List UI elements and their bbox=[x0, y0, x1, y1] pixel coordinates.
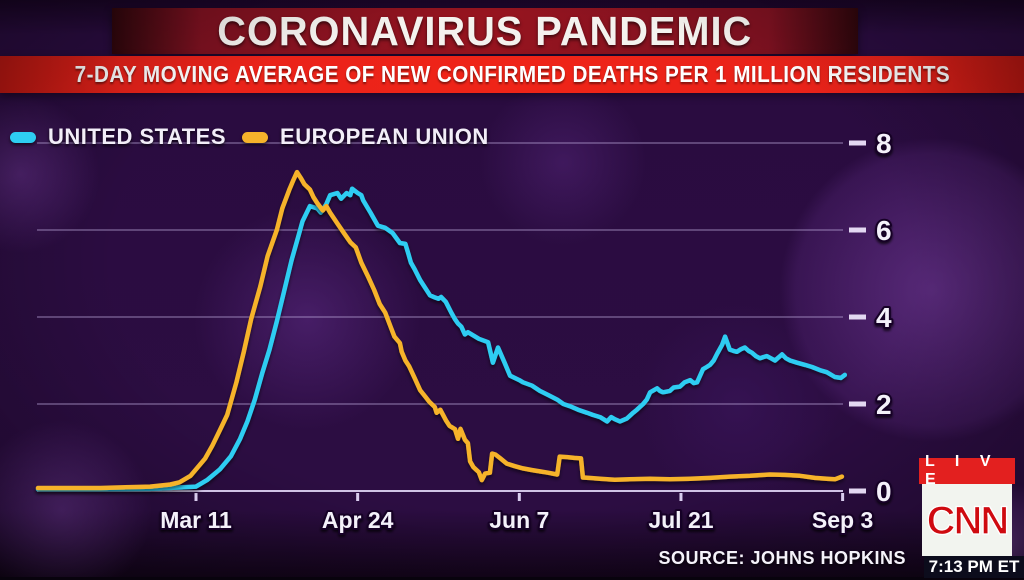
y-axis-label-8: 8 bbox=[876, 128, 892, 159]
x-axis-label-3: Jul 21 bbox=[648, 507, 713, 533]
svg-text:CNN: CNN bbox=[927, 499, 1008, 543]
cnn-logo-icon: CNN CNN bbox=[926, 498, 1010, 543]
source-attribution: SOURCE: JOHNS HOPKINS bbox=[658, 548, 906, 568]
eu-series-label: EUROPEAN UNION bbox=[280, 124, 489, 149]
x-axis-label-4: Sep 3 bbox=[812, 507, 873, 533]
series-layer bbox=[35, 169, 848, 492]
cnn-logo: CNN CNN bbox=[922, 484, 1012, 556]
us-series-label: UNITED STATES bbox=[48, 124, 227, 149]
eu-series-swatch-icon bbox=[242, 131, 269, 143]
timestamp: 7:13 PM ET bbox=[924, 556, 1024, 578]
y-axis-label-0: 0 bbox=[876, 476, 892, 507]
grid-layer bbox=[37, 140, 866, 501]
y-axis-label-4: 4 bbox=[876, 302, 892, 333]
page-title: CORONAVIRUS PANDEMIC bbox=[217, 7, 753, 54]
subtitle-banner: 7-DAY MOVING AVERAGE OF NEW CONFIRMED DE… bbox=[0, 56, 1024, 93]
series-line-european-union bbox=[35, 169, 845, 491]
chart-subtitle: 7-DAY MOVING AVERAGE OF NEW CONFIRMED DE… bbox=[74, 61, 950, 87]
chart-legend: UNITED STATES EUROPEAN UNION bbox=[10, 124, 505, 150]
x-axis-label-2: Jun 7 bbox=[489, 507, 549, 533]
x-axis-label-1: Apr 24 bbox=[322, 507, 394, 533]
y-axis-label-6: 6 bbox=[876, 215, 892, 246]
us-series-swatch-icon bbox=[10, 131, 36, 143]
axis-label-layer: 0 2 4 6 8 Mar 11 Apr 24 Jun 7 Jul 21 Sep 3 bbox=[158, 126, 894, 535]
title-banner: CORONAVIRUS PANDEMIC bbox=[112, 8, 858, 54]
series-line-united-states bbox=[35, 186, 848, 492]
live-badge: L I V E bbox=[919, 453, 1015, 488]
x-axis-label-0: Mar 11 bbox=[160, 507, 232, 533]
y-axis-label-2: 2 bbox=[876, 389, 892, 420]
